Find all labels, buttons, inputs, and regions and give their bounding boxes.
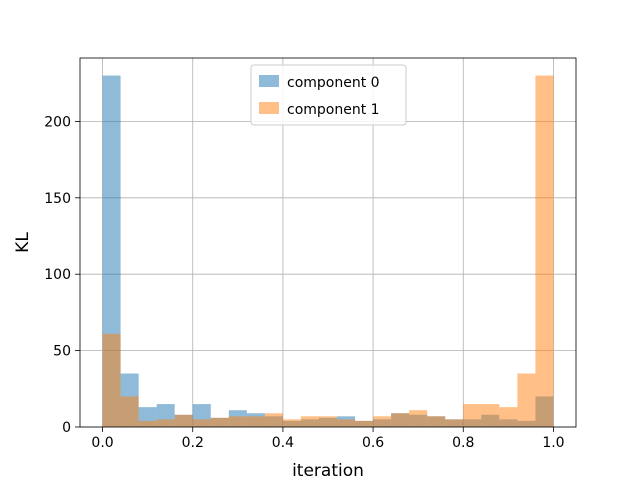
histogram-bar [373,416,392,427]
x-axis-label: iteration [292,461,364,480]
histogram-bar [445,419,464,427]
histogram-bar [409,410,428,427]
x-tick-label: 0.0 [91,435,113,451]
x-tick-label: 0.6 [362,435,384,451]
y-tick-label: 100 [44,267,71,283]
legend-label: component 0 [287,75,380,91]
y-axis-label: KL [13,232,33,253]
series-0-bars [102,75,554,428]
legend-swatch [259,75,279,87]
y-tick-label: 0 [62,420,71,436]
histogram-bar [246,416,265,427]
y-tick-label: 200 [44,114,71,130]
histogram-bar [174,414,193,427]
series-1-bars [102,75,554,428]
x-tick-label: 0.8 [452,435,474,451]
histogram-bar [463,404,482,427]
x-tick-label: 0.2 [182,435,204,451]
y-tick-label: 150 [44,191,71,207]
histogram-bar [300,416,319,427]
histogram-bar [355,420,374,427]
legend-swatch [259,102,279,114]
histogram-bar [517,373,536,427]
histogram-bar [318,416,338,427]
histogram-bar [282,419,301,427]
histogram-bar [337,419,356,427]
histogram-bar [535,75,554,428]
histogram-bar [102,333,121,427]
histogram-bar [138,420,157,427]
histogram-bar [427,416,446,427]
histogram-bar [120,396,139,427]
y-tick-label: 50 [53,344,71,360]
legend-box [250,64,407,126]
histogram-bar [499,407,518,427]
histogram-bar [391,413,410,427]
legend: component 0 component 1 [250,64,407,126]
histogram-bar [192,419,211,427]
x-tick-label: 0.4 [272,435,294,451]
legend-label: component 1 [287,102,380,118]
histogram-bars [102,75,554,428]
histogram-bar [210,417,229,427]
plot-frame [79,57,577,428]
histogram-bar [264,413,283,427]
histogram-bar [156,419,175,427]
histogram-bar [481,404,500,427]
axis-ticks: 0.0 0.2 0.4 0.6 0.8 1.0 0 50 100 150 200 [44,114,564,451]
x-tick-label: 1.0 [542,435,564,451]
histogram-bar [228,416,247,427]
